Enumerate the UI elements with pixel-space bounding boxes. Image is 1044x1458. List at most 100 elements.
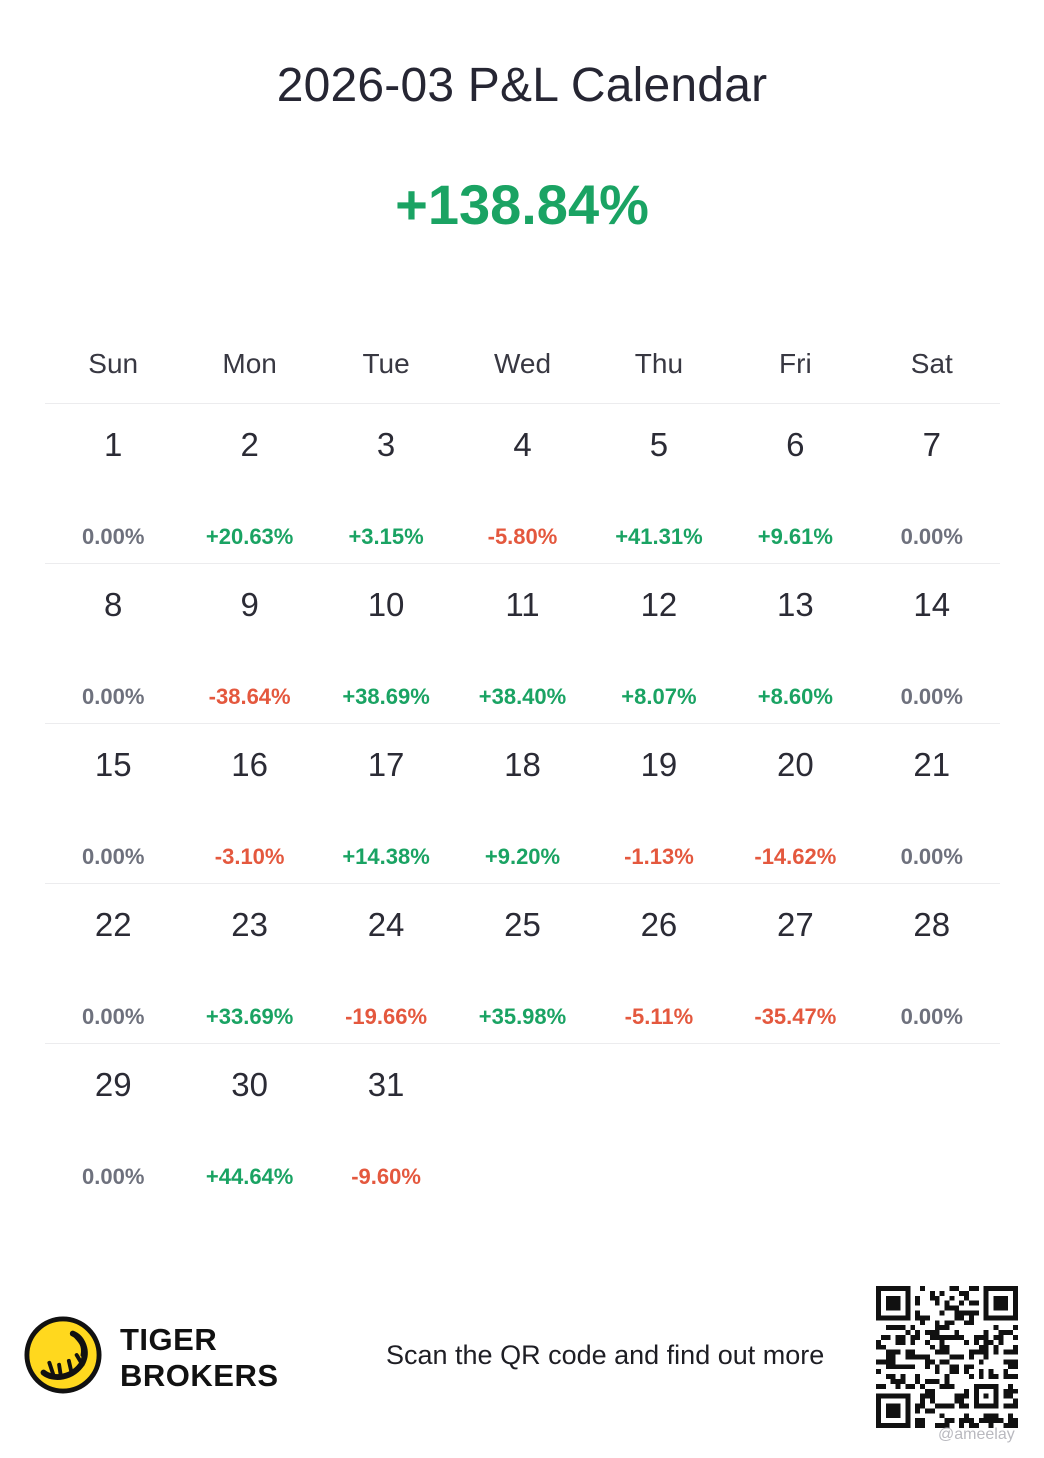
- calendar-empty-cell: [591, 1044, 727, 1204]
- day-number: 3: [376, 426, 396, 463]
- calendar-week-row: 22 0.00% 23 +33.69% 24 -19.66% 25 +35.98% 26 -5.1…: [45, 884, 1000, 1044]
- day-pl-value: -1.13%: [624, 844, 694, 869]
- day-number: 11: [505, 586, 540, 623]
- calendar-empty-cell: [727, 1044, 863, 1204]
- calendar-day-cell[interactable]: 21 0.00%: [864, 724, 1000, 883]
- calendar-day-cell[interactable]: 3 +3.15%: [318, 404, 454, 563]
- calendar-day-cell[interactable]: 16 -3.10%: [181, 724, 317, 883]
- day-pl-value: +20.63%: [205, 524, 294, 549]
- day-pl-value: +44.64%: [205, 1164, 294, 1189]
- brand-name: TIGER BROKERS: [120, 1322, 279, 1394]
- calendar-day-cell[interactable]: 20 -14.62%: [727, 724, 863, 883]
- day-number: 14: [913, 586, 951, 623]
- calendar-day-cell[interactable]: 26 -5.11%: [591, 884, 727, 1043]
- day-number: 20: [776, 746, 814, 783]
- calendar-day-cell[interactable]: 27 -35.47%: [727, 884, 863, 1043]
- day-number: 26: [640, 906, 678, 943]
- day-number: 2: [240, 426, 259, 463]
- day-pl-value: 0.00%: [900, 844, 963, 869]
- calendar-day-cell[interactable]: 30 +44.64%: [181, 1044, 317, 1204]
- calendar-week-row: 1 0.00% 2 +20.63% 3 +3.15% 4 -5.80% 5 +41.31% 6 +9.…: [45, 404, 1000, 564]
- watermark: @ameelay: [938, 1426, 1015, 1443]
- calendar-day-cell[interactable]: 23 +33.69%: [181, 884, 317, 1043]
- calendar-day-cell[interactable]: 8 0.00%: [45, 564, 181, 723]
- calendar-week-row: 15 0.00% 16 -3.10% 17 +14.38% 18 +9.20% 19 -1.13%…: [45, 724, 1000, 884]
- calendar-day-cell[interactable]: 2 +20.63%: [181, 404, 317, 563]
- day-pl-value: 0.00%: [900, 524, 963, 549]
- weekday-label: Sat: [910, 348, 953, 379]
- day-pl-value: +38.40%: [478, 684, 567, 709]
- day-pl-value: -9.60%: [351, 1164, 421, 1189]
- day-pl-value: +8.60%: [757, 684, 833, 709]
- calendar-day-cell[interactable]: 11 +38.40%: [454, 564, 590, 723]
- day-number: 24: [367, 906, 405, 943]
- brand-line-1: TIGER: [120, 1322, 218, 1357]
- day-number: 18: [504, 746, 541, 783]
- day-number: 10: [367, 586, 405, 623]
- day-pl-value: -38.64%: [208, 684, 291, 709]
- day-pl-value: +35.98%: [478, 1004, 567, 1029]
- weekday-label: Fri: [779, 348, 812, 379]
- day-pl-value: +38.69%: [342, 684, 430, 709]
- day-number: 23: [231, 906, 268, 943]
- weekday-label: Tue: [362, 348, 410, 379]
- footer: TIGER BROKERS Scan the QR code and find …: [0, 1280, 1044, 1443]
- day-number: 25: [504, 906, 541, 943]
- calendar-day-cell[interactable]: 31 -9.60%: [318, 1044, 454, 1204]
- calendar-day-cell[interactable]: 1 0.00%: [45, 404, 181, 563]
- day-pl-value: -35.47%: [754, 1004, 837, 1029]
- calendar-empty-cell: [864, 1044, 1000, 1204]
- day-pl-value: 0.00%: [82, 1004, 145, 1029]
- day-pl-value: +3.15%: [348, 524, 424, 549]
- calendar-week-row: 8 0.00% 9 -38.64% 10 +38.69% 11 +38.40% 12 +8.07%…: [45, 564, 1000, 724]
- day-pl-value: +14.38%: [342, 844, 430, 869]
- day-number: 4: [513, 426, 532, 463]
- day-number: 7: [922, 426, 941, 463]
- calendar-day-cell[interactable]: 14 0.00%: [864, 564, 1000, 723]
- day-pl-value: 0.00%: [900, 1004, 963, 1029]
- day-number: 1: [104, 426, 123, 463]
- calendar-day-cell[interactable]: 7 0.00%: [864, 404, 1000, 563]
- day-number: 29: [94, 1066, 132, 1103]
- calendar-day-cell[interactable]: 13 +8.60%: [727, 564, 863, 723]
- pl-calendar: Sun Mon Tue Wed Thu Fri Sat 1 0.00% 2 +20.6…: [45, 328, 1000, 1204]
- calendar-day-cell[interactable]: 25 +35.98%: [454, 884, 590, 1043]
- calendar-day-cell[interactable]: 12 +8.07%: [591, 564, 727, 723]
- calendar-day-cell[interactable]: 19 -1.13%: [591, 724, 727, 883]
- day-number: 22: [94, 906, 132, 943]
- day-number: 30: [231, 1066, 268, 1103]
- calendar-day-cell[interactable]: 29 0.00%: [45, 1044, 181, 1204]
- day-pl-value: +8.07%: [621, 684, 697, 709]
- day-number: 17: [367, 746, 405, 783]
- qr-code-icon[interactable]: [876, 1286, 1018, 1428]
- calendar-day-cell[interactable]: 24 -19.66%: [318, 884, 454, 1043]
- brand-line-2: BROKERS: [120, 1358, 279, 1393]
- day-number: 9: [240, 586, 259, 623]
- day-pl-value: +41.31%: [615, 524, 703, 549]
- calendar-day-cell[interactable]: 5 +41.31%: [591, 404, 727, 563]
- calendar-day-cell[interactable]: 4 -5.80%: [454, 404, 590, 563]
- calendar-day-cell[interactable]: 28 0.00%: [864, 884, 1000, 1043]
- day-number: 16: [231, 746, 268, 783]
- day-number: 15: [94, 746, 132, 783]
- day-number: 6: [786, 426, 805, 463]
- calendar-day-cell[interactable]: 9 -38.64%: [181, 564, 317, 723]
- day-number: 5: [649, 426, 669, 463]
- calendar-day-cell[interactable]: 6 +9.61%: [727, 404, 863, 563]
- day-number: 19: [640, 746, 678, 783]
- calendar-day-cell[interactable]: 17 +14.38%: [318, 724, 454, 883]
- weekday-label: Mon: [222, 348, 277, 379]
- calendar-day-cell[interactable]: 15 0.00%: [45, 724, 181, 883]
- day-pl-value: 0.00%: [900, 684, 963, 709]
- scan-qr-text: Scan the QR code and find out more: [386, 1340, 825, 1370]
- calendar-day-cell[interactable]: 18 +9.20%: [454, 724, 590, 883]
- calendar-day-cell[interactable]: 22 0.00%: [45, 884, 181, 1043]
- monthly-total-return: +138.84%: [395, 173, 649, 236]
- day-pl-value: -5.11%: [624, 1004, 694, 1029]
- day-number: 8: [104, 586, 123, 623]
- calendar-weeks: 1 0.00% 2 +20.63% 3 +3.15% 4 -5.80% 5 +41.31% 6 +9.…: [45, 404, 1000, 1204]
- day-pl-value: 0.00%: [82, 844, 145, 869]
- calendar-day-cell[interactable]: 10 +38.69%: [318, 564, 454, 723]
- day-number: 27: [776, 906, 814, 943]
- calendar-empty-cell: [454, 1044, 590, 1204]
